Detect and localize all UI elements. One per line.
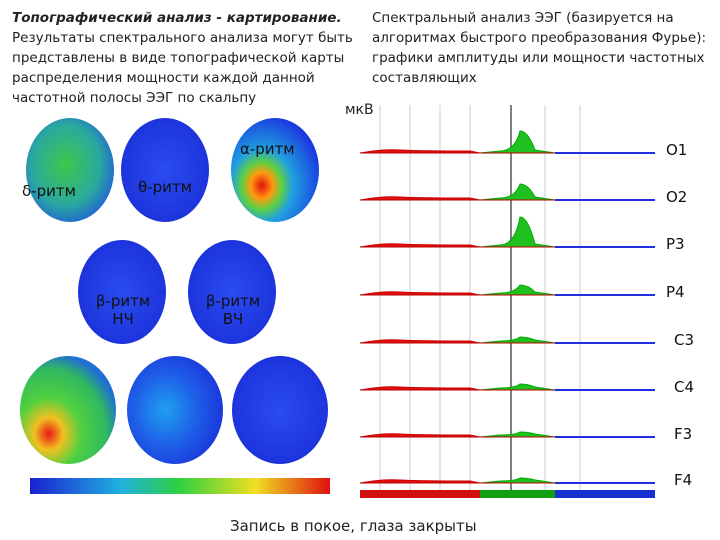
map [26,118,114,222]
spectrum [359,149,481,154]
map-label: α-ритм [240,140,295,158]
map-label: β-ритм ВЧ [205,292,261,328]
spectrum [479,284,556,296]
spectra [359,105,655,498]
spectrum [479,477,556,484]
spectrum [479,336,556,344]
channel-label: C3 [674,331,695,349]
channel-label: P3 [666,235,685,253]
maps [20,118,330,494]
color-scale [30,478,330,494]
map-label: δ-ритм [22,182,76,200]
spectrum [359,479,481,484]
channel-label: F3 [674,425,693,443]
band-bar [480,490,555,498]
map [232,356,328,464]
caption: Запись в покое, глаза закрыты [230,517,477,535]
spectrum [479,130,556,154]
spectrum [479,216,556,248]
map-label: β-ритм НЧ [95,292,151,328]
spectrum [359,196,481,201]
spectrum [359,433,481,438]
band-bar [360,490,480,498]
channel-label: P4 [666,283,685,301]
band-bar [555,490,655,498]
map [188,240,276,344]
right-text: Спектральный анализ ЭЭГ (базируется на а… [372,10,707,86]
left-title: Топографический анализ - картирование. [12,10,342,26]
channel-label: C4 [674,378,695,396]
spectrum [359,339,481,344]
spectrum [359,291,481,296]
map-label: θ-ритм [138,178,192,196]
map [121,118,209,222]
channel-label: O2 [666,188,688,206]
channel-label: O1 [666,141,688,159]
map [20,356,116,464]
map [78,240,166,344]
map [127,356,223,464]
map [231,118,319,222]
spectrum [359,386,481,391]
left-body: Результаты спектрального анализа могут б… [12,30,353,106]
left-text: Топографический анализ - картирование. Ре… [12,8,362,108]
spectrum [479,183,556,201]
channel-label: F4 [674,471,693,489]
unit: мкВ [345,102,374,118]
spectrum [479,431,556,438]
spectrum [359,243,481,248]
spectrum [479,383,556,391]
